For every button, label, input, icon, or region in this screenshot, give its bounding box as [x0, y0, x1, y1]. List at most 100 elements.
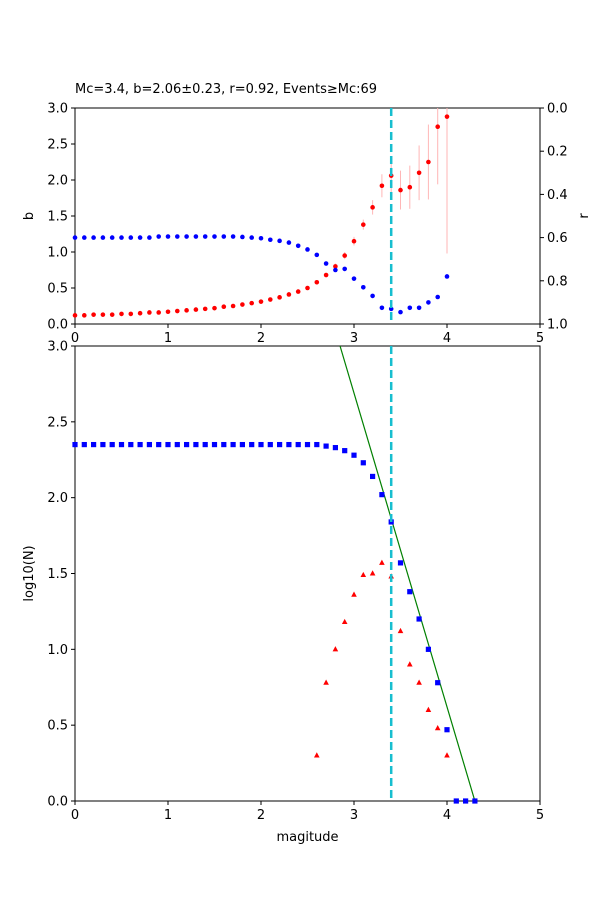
non-cumulative-point: [351, 591, 357, 597]
x-tick-label: 4: [443, 331, 451, 346]
cumulative-point: [211, 441, 218, 448]
b-value-point: [137, 310, 143, 316]
fit-line: [339, 346, 476, 801]
b-value-point: [249, 300, 254, 306]
y-tick-label: 0.0: [47, 795, 68, 810]
y-tick-label: 3.0: [47, 340, 68, 355]
r-value-point: [370, 293, 375, 299]
cumulative-point: [323, 443, 329, 449]
cumulative-point: [249, 441, 255, 448]
r-value-point: [147, 235, 152, 240]
x-tick-label: 0: [71, 808, 79, 823]
r-value-point: [119, 235, 124, 240]
non-cumulative-point: [434, 725, 441, 731]
r-value-point: [72, 235, 78, 240]
b-value-point: [165, 309, 171, 315]
cumulative-point: [286, 441, 292, 448]
non-cumulative-point: [341, 618, 348, 625]
r-value-point: [137, 235, 143, 240]
b-value-point: [333, 264, 338, 269]
y-axis-label: log10(N): [22, 545, 37, 601]
non-cumulative-point: [332, 646, 339, 652]
r-value-point: [100, 235, 106, 240]
right-y-tick-label: 0.6: [547, 231, 568, 246]
cumulative-point: [435, 680, 441, 686]
cumulative-point: [239, 441, 245, 448]
chart-title: Mc=3.4, b=2.06±0.23, r=0.92, Events≥Mc:6…: [75, 82, 377, 97]
cumulative-point: [304, 441, 311, 448]
y-tick-label: 1.5: [47, 210, 68, 225]
r-value-point: [249, 235, 254, 240]
x-tick-label: 2: [257, 808, 265, 823]
x-tick-label: 0: [71, 331, 79, 346]
plot-frame: [74, 345, 541, 802]
cumulative-point: [118, 441, 125, 448]
r-value-point: [416, 305, 422, 311]
b-value-point: [361, 222, 366, 227]
b-value-point: [91, 312, 96, 317]
b-value-point: [416, 170, 422, 176]
cumulative-point: [360, 460, 366, 466]
r-value-point: [128, 235, 134, 240]
b-value-point: [221, 304, 227, 310]
cumulative-point: [397, 560, 404, 566]
b-value-point: [426, 159, 431, 165]
b-value-point: [240, 302, 245, 307]
x-tick-label: 4: [443, 808, 451, 823]
b-value-point: [370, 205, 375, 210]
r-value-point: [202, 234, 208, 239]
right-y-tick-label: 1.0: [547, 318, 568, 333]
b-value-point: [230, 303, 236, 309]
cumulative-point: [221, 441, 227, 448]
non-cumulative-point: [416, 679, 422, 685]
cumulative-point: [100, 441, 106, 448]
b-value-point: [323, 272, 329, 278]
right-y-tick-label: 0.2: [547, 145, 568, 160]
cumulative-point: [137, 441, 143, 448]
r-value-point: [221, 234, 227, 239]
b-value-point: [109, 312, 115, 317]
b-value-point: [72, 313, 78, 318]
r-value-point: [379, 305, 385, 311]
r-value-point: [435, 294, 441, 300]
r-value-point: [91, 235, 96, 240]
y-tick-label: 1.0: [47, 246, 68, 261]
cumulative-point: [109, 441, 115, 448]
b-value-point: [398, 187, 403, 193]
x-tick-label: 2: [257, 331, 265, 346]
r-value-point: [230, 234, 236, 239]
r-value-point: [240, 234, 245, 240]
plot-frame: [74, 107, 541, 325]
cumulative-point: [332, 445, 338, 451]
b-value-point: [202, 306, 208, 312]
r-value-point: [323, 261, 329, 266]
cumulative-point: [295, 441, 301, 448]
b-value-point: [119, 311, 124, 317]
b-value-point: [435, 124, 441, 130]
cumulative-point: [416, 616, 422, 622]
r-value-point: [109, 235, 115, 240]
x-tick-label: 3: [350, 808, 358, 823]
b-value-point: [156, 310, 161, 315]
cumulative-point: [174, 441, 180, 448]
cumulative-point: [184, 441, 190, 448]
r-value-point: [426, 300, 431, 305]
y-tick-label: 0.5: [47, 282, 68, 297]
y-tick-label: 1.0: [47, 643, 68, 658]
b-value-point: [379, 183, 385, 189]
right-y-tick-label: 0.0: [547, 102, 568, 117]
right-y-axis-label: r: [577, 213, 592, 219]
r-value-point: [286, 240, 292, 245]
cumulative-point: [425, 646, 431, 652]
cumulative-point: [314, 441, 320, 448]
r-value-point: [212, 234, 217, 239]
y-tick-label: 2.5: [47, 138, 68, 153]
cumulative-point: [91, 441, 97, 448]
x-axis-label: magitude: [276, 830, 338, 845]
b-r-plot: 0 1 2 3 4 5 0.0 0.5 1.0 1.5 2.0 2.5 3.0 b 0.0 0.2 0.4 0.6…: [22, 102, 592, 347]
non-cumulative-point: [379, 559, 385, 565]
r-value-point: [314, 252, 320, 258]
non-cumulative-point: [407, 661, 413, 667]
x-tick-label: 3: [350, 331, 358, 346]
